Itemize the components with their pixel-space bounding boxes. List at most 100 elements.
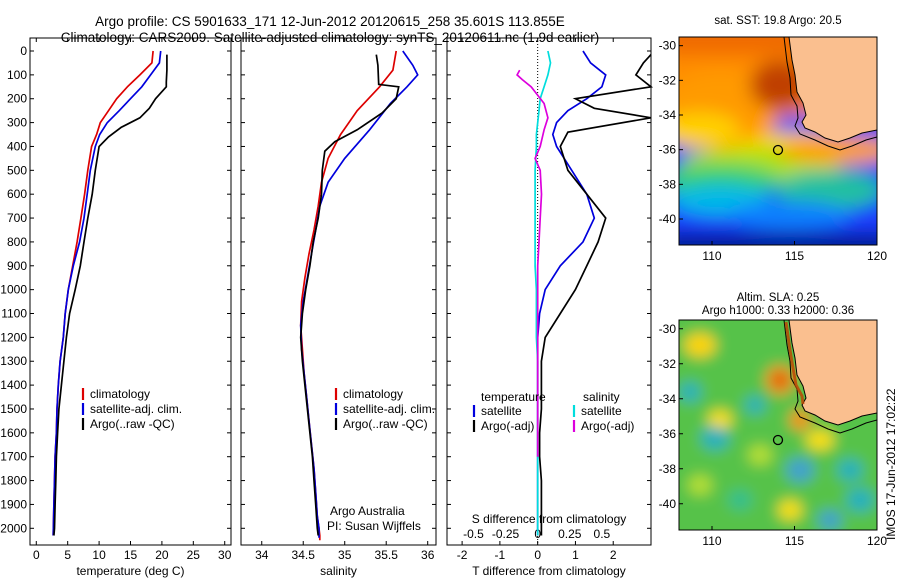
temperature-xtick-label: 25 bbox=[187, 548, 201, 562]
sla-map-ytick-label: -40 bbox=[659, 497, 677, 511]
difference-axes-frame bbox=[446, 37, 652, 546]
salinity-legend-entry: Argo(..raw -QC) bbox=[343, 417, 428, 431]
sst-map bbox=[678, 36, 878, 246]
sla-argo-marker bbox=[772, 434, 784, 446]
temperature-xlabel: temperature (deg C) bbox=[76, 564, 184, 578]
pi-credit: PI: Susan Wijffels bbox=[327, 519, 421, 533]
salinity-panel: 34 34.5 35 35.5 36 salinity climatologysatelli… bbox=[240, 37, 437, 578]
sst-coastline bbox=[788, 37, 877, 143]
sla-shelf-contour bbox=[783, 320, 877, 434]
depth-tick-label: 1600 bbox=[0, 426, 27, 440]
difference-xtick-label: 2 bbox=[610, 548, 617, 562]
legend-temperature-entry: satellite bbox=[481, 404, 522, 418]
sla-map-ytick-label: -30 bbox=[659, 322, 677, 336]
difference-xtick-label: -1 bbox=[495, 548, 506, 562]
depth-tick-label: 1100 bbox=[1, 307, 27, 321]
depth-tick-label: 1000 bbox=[0, 283, 27, 297]
depth-tick-label: 200 bbox=[7, 92, 27, 106]
legend-salinity-title: salinity bbox=[583, 390, 620, 404]
depth-tick-label: 1400 bbox=[0, 378, 27, 392]
temperature-series-argo-raw-qc- bbox=[53, 54, 168, 536]
sst-map-title: sat. SST: 19.8 Argo: 20.5 bbox=[714, 15, 842, 27]
sla-map-ytick-label: -34 bbox=[659, 392, 677, 406]
temperature-xtick-label: 0 bbox=[33, 548, 40, 562]
sst-map-axes: 110 115 120 -30 -32 -34 -36 -38 -40 bbox=[659, 39, 888, 263]
temperature-legend-entry: climatology bbox=[90, 387, 150, 401]
argo-australia-credit: Argo Australia bbox=[330, 504, 405, 518]
depth-tick-label: 1500 bbox=[0, 402, 27, 416]
sst-map-xtick-label: 120 bbox=[867, 249, 887, 263]
temperature-xtick-label: 5 bbox=[64, 548, 71, 562]
s-difference-tick-label: -0.5 bbox=[463, 527, 484, 541]
temperature-legend-entry: Argo(..raw -QC) bbox=[90, 417, 175, 431]
difference-series-temperature-argo-adj- bbox=[538, 54, 654, 536]
sla-map-ytick-label: -38 bbox=[659, 462, 677, 476]
legend-temperature-title: temperature bbox=[481, 390, 546, 404]
depth-tick-label: 800 bbox=[7, 235, 27, 249]
temperature-xtick-label: 15 bbox=[124, 548, 138, 562]
s-difference-tick-label: 0.25 bbox=[558, 527, 582, 541]
depth-tick-label: 2000 bbox=[0, 521, 27, 535]
difference-xlabel: T difference from climatology bbox=[472, 564, 626, 578]
sst-map-xtick-label: 110 bbox=[702, 249, 721, 263]
sla-coastline bbox=[788, 320, 877, 426]
sst-map-ytick-label: -36 bbox=[659, 143, 677, 157]
sst-map-ytick-label: -40 bbox=[659, 212, 677, 226]
sla-map-subtitle: Argo h1000: 0.33 h2000: 0.36 bbox=[701, 305, 855, 317]
depth-tick-label: 0 bbox=[20, 44, 27, 58]
temperature-panel: 0100200300400500600700800900100011001200… bbox=[0, 37, 232, 578]
salinity-series-argo-raw-qc- bbox=[299, 54, 400, 536]
difference-xtick-label: 1 bbox=[572, 548, 579, 562]
salinity-xtick-label: 35.5 bbox=[375, 548, 399, 562]
sst-map-ytick-label: -30 bbox=[659, 39, 677, 53]
salinity-xtick-label: 34 bbox=[255, 548, 269, 562]
salinity-series-climatology bbox=[299, 50, 398, 541]
legend-salinity-entry: Argo(-adj) bbox=[581, 419, 634, 433]
depth-tick-label: 1200 bbox=[0, 330, 27, 344]
sla-map-title: Altim. SLA: 0.25 bbox=[736, 292, 820, 304]
salinity-xtick-label: 35 bbox=[338, 548, 352, 562]
salinity-legend-entry: climatology bbox=[343, 387, 403, 401]
difference-xtick-label: -2 bbox=[457, 548, 468, 562]
sla-map-xtick-label: 110 bbox=[702, 534, 721, 548]
s-difference-tick-label: 0.5 bbox=[594, 527, 611, 541]
sst-map-xtick-label: 115 bbox=[785, 249, 804, 263]
depth-tick-label: 100 bbox=[7, 68, 27, 82]
sla-map-axes: 110 115 120 -30 -32 -34 -36 -38 -40 bbox=[659, 322, 888, 548]
depth-tick-label: 1300 bbox=[0, 354, 27, 368]
legend-temperature-entry: Argo(-adj) bbox=[481, 419, 534, 433]
sla-map-ytick-label: -36 bbox=[659, 427, 677, 441]
sst-map-ytick-label: -34 bbox=[659, 108, 677, 122]
temperature-legend-entry: satellite-adj. clim. bbox=[90, 402, 182, 416]
salinity-xlabel: salinity bbox=[320, 564, 357, 578]
temperature-xtick-label: 30 bbox=[218, 548, 232, 562]
depth-tick-label: 900 bbox=[7, 259, 27, 273]
salinity-axes-frame bbox=[240, 37, 437, 546]
depth-tick-label: 600 bbox=[7, 187, 27, 201]
temperature-axes-frame bbox=[29, 37, 232, 546]
depth-tick-label: 1900 bbox=[0, 497, 27, 511]
salinity-xtick-label: 36 bbox=[421, 548, 435, 562]
sst-shelf-contour bbox=[783, 37, 877, 151]
figure-title-line-1: Argo profile: CS 5901633_171 12-Jun-2012… bbox=[95, 14, 565, 29]
sla-map-ytick-label: -32 bbox=[659, 357, 677, 371]
depth-tick-label: 700 bbox=[7, 211, 27, 225]
salinity-legend-entry: satellite-adj. clim. bbox=[343, 402, 435, 416]
depth-tick-label: 400 bbox=[7, 139, 27, 153]
temperature-xtick-label: 20 bbox=[155, 548, 169, 562]
sst-map-ytick-label: -38 bbox=[659, 177, 677, 191]
salinity-series-satellite-adj-clim- bbox=[299, 50, 419, 538]
difference-xtick-label: 0 bbox=[534, 548, 541, 562]
imos-timestamp: IMOS 17-Jun-2012 17:02:22 bbox=[884, 388, 898, 540]
sst-map-ytick-label: -32 bbox=[659, 73, 677, 87]
temperature-series-satellite-adj-clim- bbox=[52, 50, 162, 536]
difference-panel: -2 -1 0 1 2 T difference from climatology S di… bbox=[446, 37, 654, 578]
depth-tick-label: 500 bbox=[7, 163, 27, 177]
s-difference-tick-label: -0.25 bbox=[492, 527, 520, 541]
difference-series-salinity-argo-adj- bbox=[516, 69, 549, 457]
s-difference-label: S difference from climatology bbox=[472, 512, 627, 526]
sla-shelf-highlight bbox=[784, 321, 805, 405]
depth-tick-label: 300 bbox=[7, 116, 27, 130]
